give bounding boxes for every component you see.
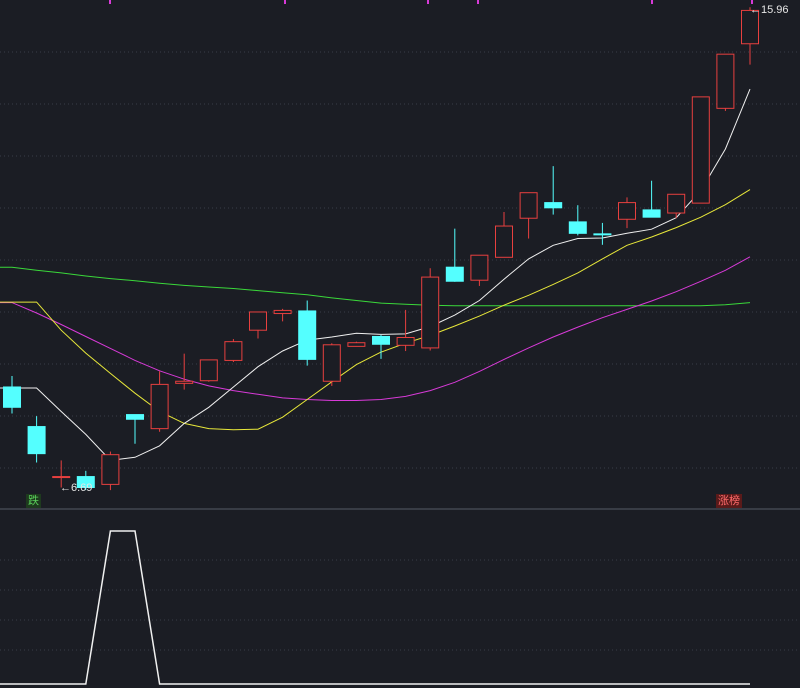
candle-body-down xyxy=(593,233,612,236)
candle-body-up xyxy=(691,96,710,204)
candle-body-up xyxy=(150,383,169,430)
candle-body-up xyxy=(667,193,686,214)
candle xyxy=(199,359,218,382)
candle xyxy=(716,53,735,111)
candle xyxy=(568,205,587,236)
candle-body-up xyxy=(741,9,759,45)
candle-body-down xyxy=(445,266,464,282)
candle-body-up xyxy=(52,476,71,479)
candle-body-down xyxy=(27,426,46,455)
candle xyxy=(396,309,415,352)
candle-body-up xyxy=(273,309,292,315)
candle xyxy=(52,460,71,488)
candle-body-down xyxy=(568,221,587,234)
candle-body-up xyxy=(175,380,194,384)
candle-body-up xyxy=(470,254,489,281)
candle-body-down xyxy=(298,310,317,360)
candle xyxy=(322,343,341,386)
top-tick-marks xyxy=(109,0,753,4)
candle xyxy=(445,228,464,282)
candle xyxy=(372,334,390,359)
candle xyxy=(298,300,317,366)
candle xyxy=(593,222,612,245)
ma20-line xyxy=(0,256,751,401)
candle xyxy=(347,341,366,347)
candle xyxy=(224,339,243,362)
candle xyxy=(175,353,194,390)
ma60-line xyxy=(0,266,751,307)
candle xyxy=(421,268,440,351)
candle xyxy=(495,211,513,258)
candle xyxy=(642,180,661,218)
moving-average-lines xyxy=(0,88,751,461)
candle-body-up xyxy=(495,225,513,258)
candle xyxy=(249,311,267,339)
candle-body-up xyxy=(199,359,218,382)
candle-body-down xyxy=(126,414,144,420)
indicator-panel xyxy=(0,530,750,685)
ma5-line xyxy=(0,88,751,461)
candle xyxy=(544,166,563,215)
candle xyxy=(126,414,144,444)
candle-body-down xyxy=(642,209,661,218)
high-price-label: ←15.96 xyxy=(750,4,789,16)
candle-body-up xyxy=(519,192,538,219)
candle xyxy=(150,371,169,432)
down-signal-tag: 跌 xyxy=(26,494,41,508)
candle xyxy=(691,96,710,204)
candle-body-up xyxy=(618,202,636,220)
low-price-label: ←6.69 xyxy=(60,482,93,494)
candle xyxy=(27,416,46,463)
candle-body-up xyxy=(322,344,341,382)
candle xyxy=(667,193,686,219)
candle xyxy=(618,197,636,229)
grid-lines xyxy=(0,51,800,651)
candle-body-up xyxy=(224,341,243,361)
candle xyxy=(101,451,120,491)
candle-body-up xyxy=(249,311,267,331)
candlesticks xyxy=(3,7,759,491)
candle-body-down xyxy=(544,202,563,209)
indicator-line xyxy=(0,530,750,685)
candle-body-up xyxy=(347,342,366,347)
candle xyxy=(273,308,292,322)
candle xyxy=(519,192,538,239)
ma10-line xyxy=(0,189,751,431)
candle xyxy=(470,254,489,286)
candle xyxy=(741,7,759,65)
candle xyxy=(76,470,95,491)
candle-body-down xyxy=(3,386,21,408)
candle-body-up xyxy=(101,454,120,485)
candle-body-up xyxy=(421,276,440,349)
candle-body-up xyxy=(396,337,415,346)
limit-up-tag: 涨榜 xyxy=(716,494,742,508)
candle-body-down xyxy=(372,335,390,345)
candle-body-down xyxy=(76,476,95,488)
candle-body-up xyxy=(716,53,735,109)
candle xyxy=(3,376,21,414)
